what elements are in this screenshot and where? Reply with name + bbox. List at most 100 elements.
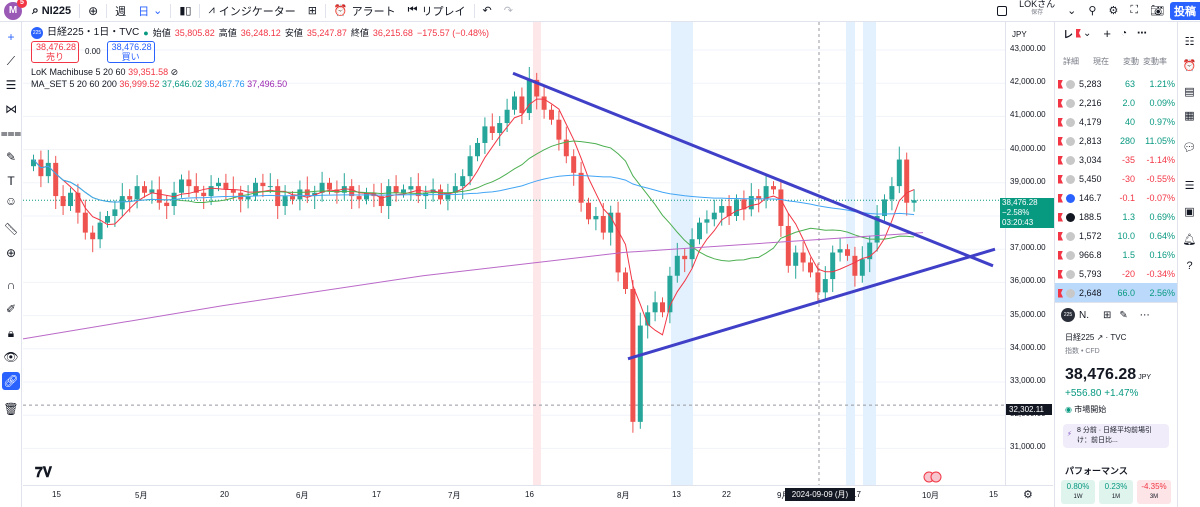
watchlist-icon[interactable]: ☷ [1184, 36, 1195, 48]
candle-body [911, 200, 917, 203]
ideas-icon[interactable]: ☰ [1184, 180, 1195, 192]
scale-settings-icon[interactable]: ⚙ [1023, 489, 1033, 501]
publish-button[interactable]: 投稿 [1170, 1, 1200, 20]
interval-week-button[interactable]: 週 [115, 5, 127, 18]
compare-button[interactable]: ⊕ [82, 0, 104, 22]
brush-tool[interactable]: ✎ [2, 148, 20, 166]
grid-icon[interactable]: ⊞ [1103, 309, 1112, 321]
indicator-legend-1[interactable]: LoK Machibuse 5 20 60 39,351.58 ⊘ [31, 67, 179, 77]
interval-day-button[interactable]: 日 ⌄ [138, 5, 163, 18]
indicator-legend-2[interactable]: MA_SET 5 20 60 200 36,999.52 37,646.02 3… [31, 79, 288, 89]
notifications-icon[interactable]: 🔔︎ [1182, 234, 1197, 246]
redo-button[interactable]: ↷ [498, 0, 519, 22]
chevron-down-icon[interactable]: ⌄ [1083, 27, 1092, 39]
data-window-icon[interactable]: ▦ [1184, 110, 1195, 122]
candles-icon: ▮▯ [179, 5, 192, 17]
alerts-icon[interactable]: ⏰ [1182, 60, 1197, 72]
symbol-logo-icon [1066, 269, 1075, 279]
text-tool[interactable]: T [2, 172, 20, 190]
watchlist-last: 146.7 [1079, 193, 1102, 203]
alert-button[interactable]: ⏰ アラート [333, 5, 396, 18]
hide-tool[interactable]: 👁︎ [2, 348, 20, 366]
snapshot-button[interactable]: 📷︎ [1144, 0, 1170, 22]
camera-icon: 📷︎ [1150, 5, 1164, 17]
ma20-line [33, 140, 915, 262]
watchlist-row[interactable]: 5,283 63 1.21% [1055, 74, 1178, 94]
price-scale[interactable]: JPY 43,000.00 42,000.00 41,000.00 40,000.00… [1000, 22, 1054, 492]
watchlist-row[interactable]: 5,793 -20 -0.34% [1055, 264, 1178, 284]
horizontal-lines-tool[interactable]: ☰ [2, 76, 20, 94]
sell-button[interactable]: 38,476.28 売り [31, 41, 79, 63]
add-symbol-icon[interactable]: + [1103, 25, 1111, 41]
lock-tool[interactable]: 🔒︎ [2, 324, 20, 342]
buy-button[interactable]: 38,476.28 買い [106, 41, 155, 63]
fib-tool[interactable]: ⩶ [1, 124, 22, 142]
candle-body [53, 162, 59, 197]
zoom-tool[interactable]: ⊕ [2, 244, 20, 262]
watchlist-row[interactable]: 1,572 10.0 0.64% [1055, 226, 1178, 246]
layout-name-button[interactable]: LOKさん 保存 [1019, 0, 1056, 16]
candle-body [882, 199, 887, 216]
edit-icon[interactable]: ✎ [1119, 309, 1128, 321]
price-chart-svg[interactable] [23, 22, 1005, 485]
advanced-view-icon[interactable]: ◔ [1120, 27, 1128, 39]
detail-symbol[interactable]: N. [1079, 309, 1089, 321]
watchlist-row[interactable]: 2,216 2.0 0.09% [1055, 93, 1178, 113]
chart-pane[interactable]: 225 日経225・1日・TVC ● 始値 35,805.82 高値 36,248.… [23, 22, 1005, 507]
indicators-button[interactable]: ⩘ インジケーター [208, 4, 296, 18]
chat-icon[interactable]: 💬︎ [1182, 142, 1197, 154]
watchlist-title[interactable]: レ [1063, 29, 1073, 41]
legend-title[interactable]: 日経225・1日・TVC [47, 27, 140, 38]
layout-toggle-button[interactable] [991, 0, 1013, 22]
fullscreen-button[interactable]: ⛶ [1124, 0, 1144, 22]
emoji-tool[interactable]: ☺ [2, 192, 20, 210]
sync-drawings-tool[interactable]: 🔗︎ [2, 372, 20, 390]
layout-menu-button[interactable]: ⌄ [1061, 0, 1082, 22]
layouts-button[interactable]: ⊞ [302, 0, 323, 22]
more-icon[interactable]: ⋯ [1139, 309, 1150, 321]
watchlist-row[interactable]: 146.7 -0.1 -0.07% [1055, 188, 1178, 208]
settings-button[interactable]: ⚙ [1102, 0, 1124, 22]
watchlist-change-pct: 11.05% [1145, 136, 1175, 146]
candle-body [859, 259, 865, 276]
watchlist-row[interactable]: 5,450 -30 -0.55% [1055, 169, 1178, 189]
candle-body [519, 96, 525, 114]
currency-label[interactable]: JPY [1012, 30, 1027, 39]
chart-type-button[interactable]: ▮▯ [173, 0, 197, 22]
help-icon[interactable]: ? [1186, 259, 1193, 272]
candle-body [186, 179, 192, 187]
object-tree-icon[interactable]: ▤ [1184, 86, 1195, 98]
pattern-tool[interactable]: ⋈ [2, 100, 20, 118]
candle-body [756, 196, 762, 200]
trendline-tool[interactable]: ⟋ [2, 52, 20, 70]
magnet-tool[interactable]: ∩ [2, 276, 20, 294]
symbol-search-button[interactable]: ⌕ NI225 [32, 3, 72, 17]
candle-body [393, 186, 399, 193]
delete-tool[interactable]: 🗑︎ [2, 400, 20, 418]
watchlist-row[interactable]: 188.5 1.3 0.69% [1055, 207, 1178, 227]
time-scale[interactable]: 15 5月 20 6月 17 7月 16 8月 13 22 9月 17 10月 15 2024-09-09… [23, 485, 1053, 507]
undo-button[interactable]: ↶ [477, 0, 498, 22]
candle-body [60, 196, 66, 207]
more-icon[interactable]: ⋯ [1137, 27, 1148, 39]
news-card[interactable]: ⚡ 8 分前 · 日経平均前場引け：前日比... [1063, 424, 1169, 448]
watchlist-row[interactable]: 3,034 -35 -1.14% [1055, 150, 1178, 170]
detail-type: 指数 • CFD [1065, 348, 1100, 355]
stay-drawing-tool[interactable]: ✐ [2, 300, 20, 318]
candle-body [763, 186, 769, 200]
time-tick-label: 16 [525, 490, 534, 499]
replay-button[interactable]: ⏮ リプレイ [407, 4, 466, 18]
crosshair-tool[interactable]: + [2, 28, 20, 46]
symbol-logo-icon [1066, 231, 1075, 241]
candle-body [193, 186, 199, 193]
replay-icon: ⏮ [407, 4, 418, 16]
watchlist-row[interactable]: 966.8 1.5 0.16% [1055, 245, 1178, 265]
watchlist-row[interactable]: 2,813 280 11.05% [1055, 131, 1178, 151]
calendar-icon[interactable]: ▣ [1184, 206, 1195, 218]
watchlist-row[interactable]: 4,179 40 0.97% [1055, 112, 1178, 132]
candle-body [460, 176, 466, 187]
quick-search-button[interactable]: ⚲ [1082, 0, 1102, 22]
ruler-tool[interactable]: 📏︎ [2, 220, 20, 238]
watchlist-row[interactable]: 2,648 66.0 2.56% [1055, 283, 1178, 303]
